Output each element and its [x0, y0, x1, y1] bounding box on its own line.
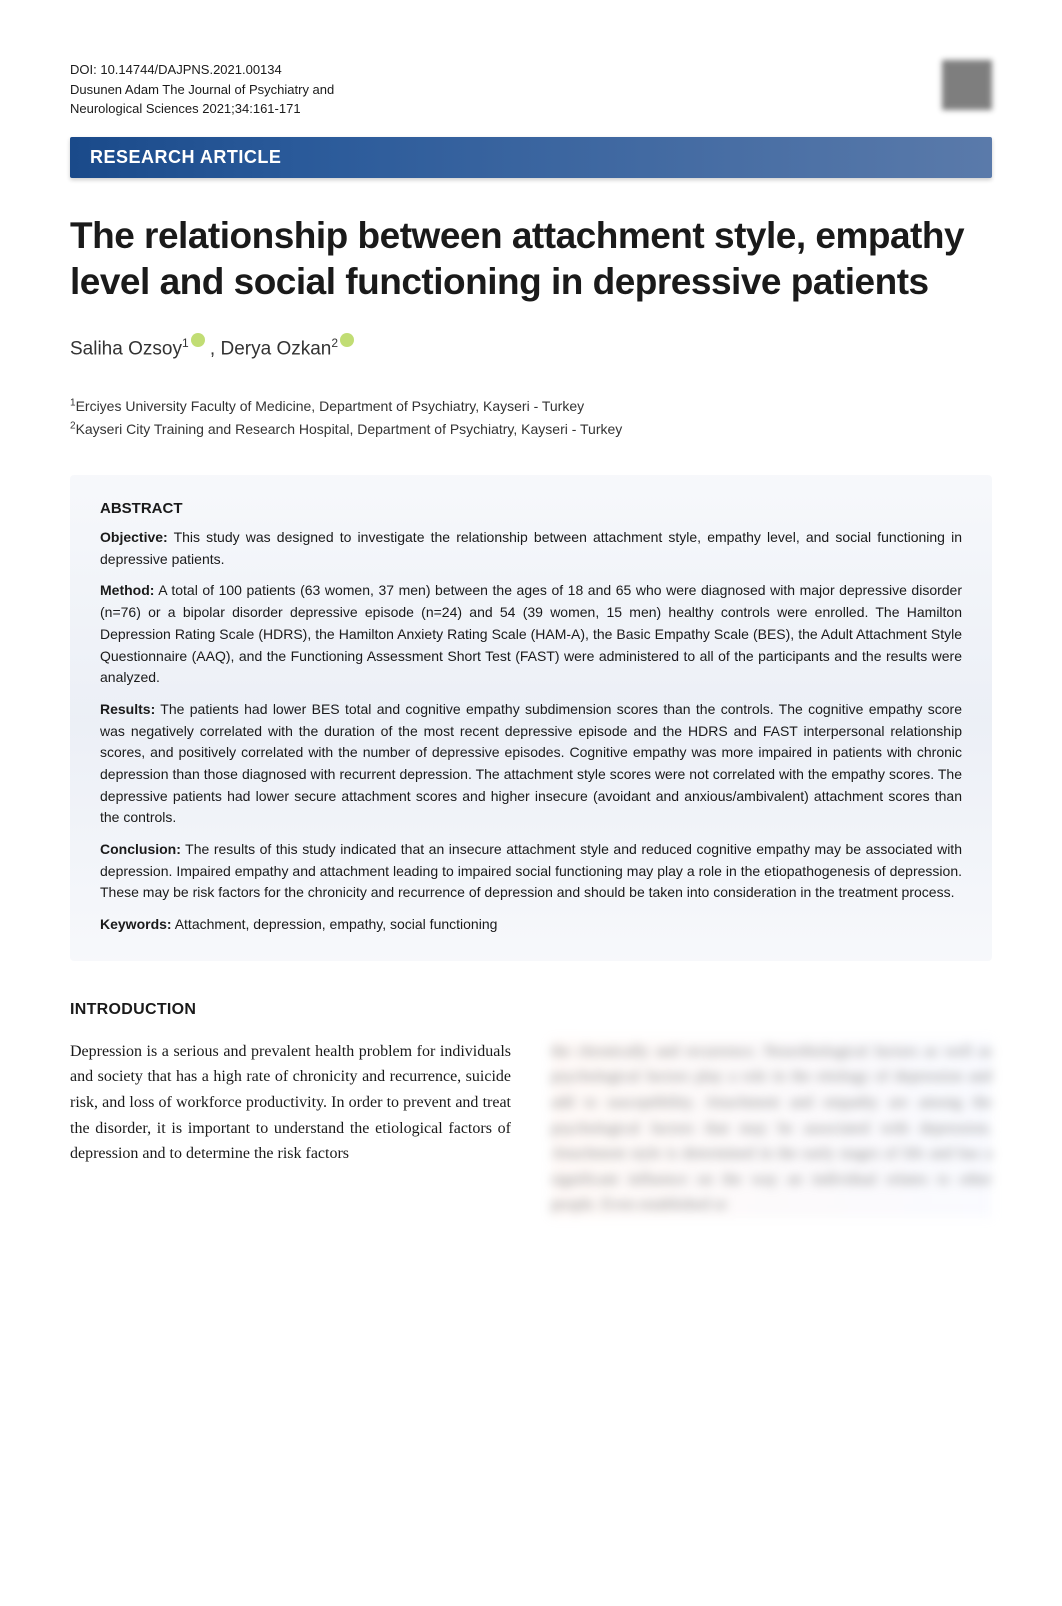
affiliation-1: 1Erciyes University Faculty of Medicine,…	[70, 395, 992, 417]
objective-text: This study was designed to investigate t…	[100, 529, 962, 567]
objective-label: Objective:	[100, 529, 168, 545]
abstract-box: ABSTRACT Objective: This study was desig…	[70, 475, 992, 961]
journal-line1: Dusunen Adam The Journal of Psychiatry a…	[70, 80, 942, 100]
method-text: A total of 100 patients (63 women, 37 me…	[100, 582, 962, 685]
abstract-conclusion: Conclusion: The results of this study in…	[100, 839, 962, 904]
affiliation-2-text: Kayseri City Training and Research Hospi…	[76, 421, 623, 437]
article-title: The relationship between attachment styl…	[70, 213, 992, 306]
authors-line: Saliha Ozsoy1 , Derya Ozkan2	[70, 333, 992, 360]
affiliation-1-text: Erciyes University Faculty of Medicine, …	[76, 398, 585, 414]
author-2-name: Derya Ozkan	[220, 338, 331, 359]
qr-code-icon	[942, 60, 992, 110]
page-container: DOI: 10.14744/DAJPNS.2021.00134 Dusunen …	[0, 0, 1062, 1258]
abstract-heading: ABSTRACT	[100, 500, 962, 517]
author-2-affil-sup: 2	[331, 336, 338, 350]
conclusion-label: Conclusion:	[100, 841, 181, 857]
abstract-results: Results: The patients had lower BES tota…	[100, 699, 962, 829]
introduction-heading: INTRODUCTION	[70, 1001, 511, 1019]
results-label: Results:	[100, 701, 155, 717]
intro-text-left: Depression is a serious and prevalent he…	[70, 1039, 511, 1167]
method-label: Method:	[100, 582, 154, 598]
keywords-label: Keywords:	[100, 916, 172, 932]
author-1-affil-sup: 1	[182, 336, 189, 350]
affiliation-2: 2Kayseri City Training and Research Hosp…	[70, 418, 992, 440]
conclusion-text: The results of this study indicated that…	[100, 841, 962, 900]
intro-text-right-blurred: the chronically and recurrence. Neurobio…	[551, 1039, 992, 1218]
keywords-text: Attachment, depression, empathy, social …	[172, 916, 498, 932]
article-type-label: RESEARCH ARTICLE	[90, 147, 281, 167]
introduction-section: INTRODUCTION Depression is a serious and…	[70, 1001, 992, 1218]
authors-separator: ,	[205, 338, 221, 359]
intro-column-right: the chronically and recurrence. Neurobio…	[551, 1001, 992, 1218]
article-type-bar: RESEARCH ARTICLE	[70, 137, 992, 178]
results-text: The patients had lower BES total and cog…	[100, 701, 962, 825]
orcid-icon	[191, 333, 205, 347]
abstract-objective: Objective: This study was designed to in…	[100, 527, 962, 570]
intro-right-spacer	[551, 1001, 992, 1019]
orcid-icon	[340, 333, 354, 347]
journal-line2: Neurological Sciences 2021;34:161-171	[70, 99, 942, 119]
intro-column-left: INTRODUCTION Depression is a serious and…	[70, 1001, 511, 1218]
header-meta: DOI: 10.14744/DAJPNS.2021.00134 Dusunen …	[70, 60, 992, 119]
abstract-method: Method: A total of 100 patients (63 wome…	[100, 580, 962, 688]
abstract-keywords: Keywords: Attachment, depression, empath…	[100, 914, 962, 936]
author-1-name: Saliha Ozsoy	[70, 338, 182, 359]
affiliations-block: 1Erciyes University Faculty of Medicine,…	[70, 395, 992, 440]
doi-line: DOI: 10.14744/DAJPNS.2021.00134	[70, 60, 942, 80]
doi-block: DOI: 10.14744/DAJPNS.2021.00134 Dusunen …	[70, 60, 942, 119]
